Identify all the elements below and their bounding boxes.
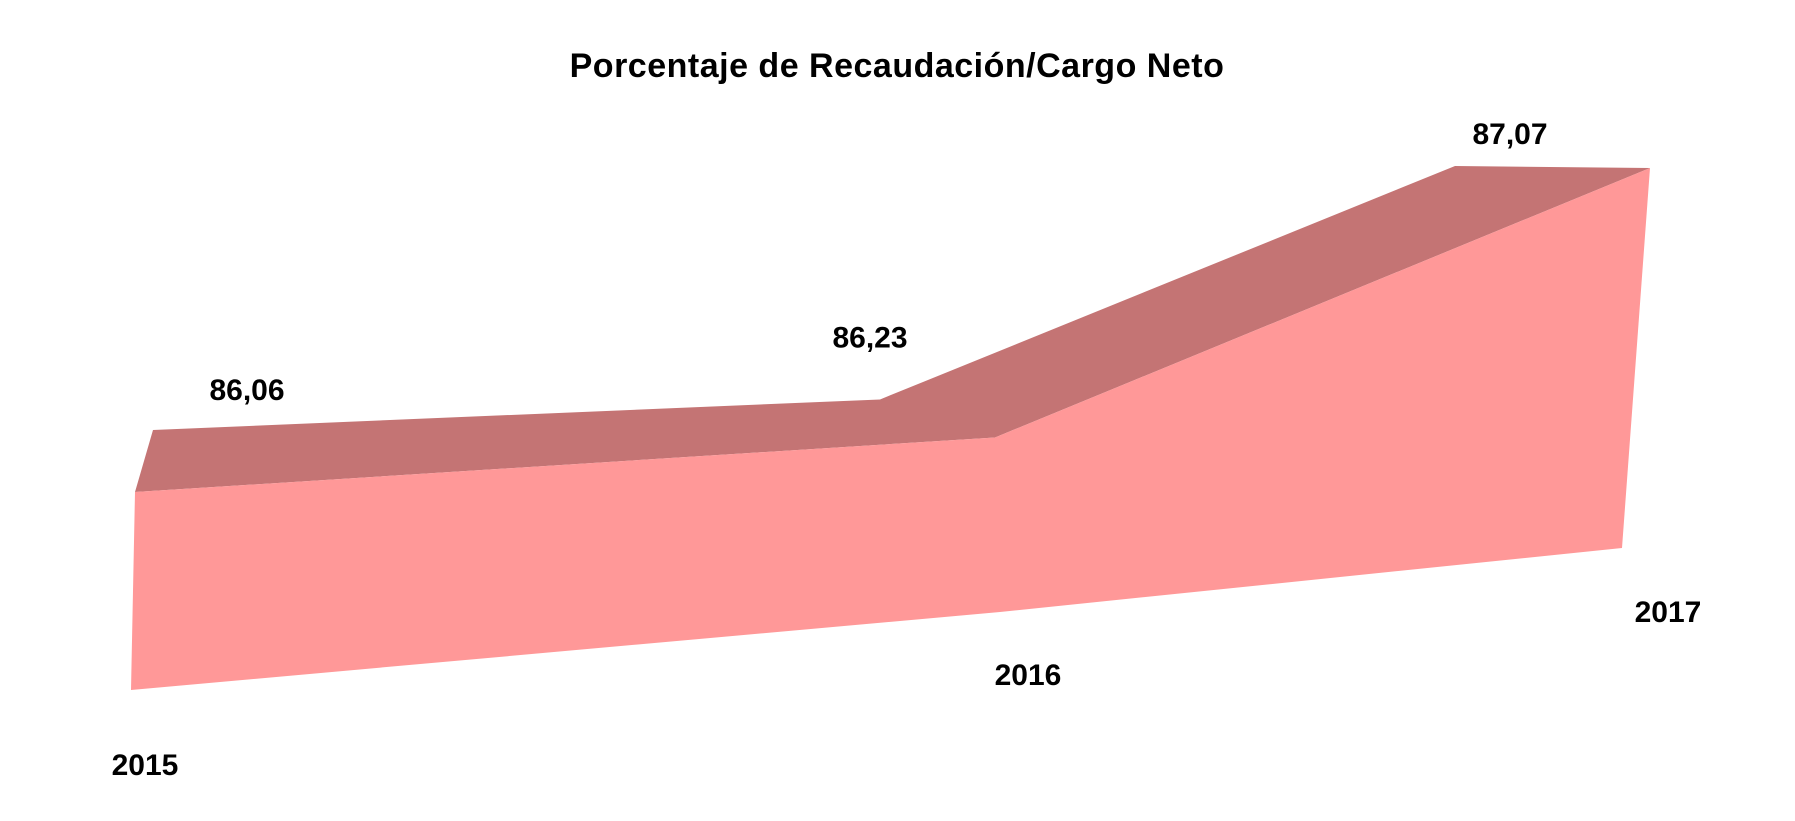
area-faces bbox=[131, 166, 1650, 690]
chart-title: Porcentaje de Recaudación/Cargo Neto bbox=[570, 47, 1225, 85]
data-label-2016: 86,23 bbox=[832, 321, 907, 354]
x-tick-labels: 2015 2016 2017 bbox=[112, 596, 1702, 782]
data-label-2015: 86,06 bbox=[209, 374, 284, 407]
data-label-2017: 87,07 bbox=[1472, 118, 1547, 151]
area-front-face bbox=[131, 168, 1650, 690]
area-top-face bbox=[135, 166, 1650, 492]
x-tick-2016: 2016 bbox=[995, 659, 1062, 692]
data-labels: 86,06 86,23 87,07 bbox=[209, 118, 1547, 407]
x-tick-2017: 2017 bbox=[1635, 596, 1702, 629]
x-tick-2015: 2015 bbox=[112, 749, 179, 782]
